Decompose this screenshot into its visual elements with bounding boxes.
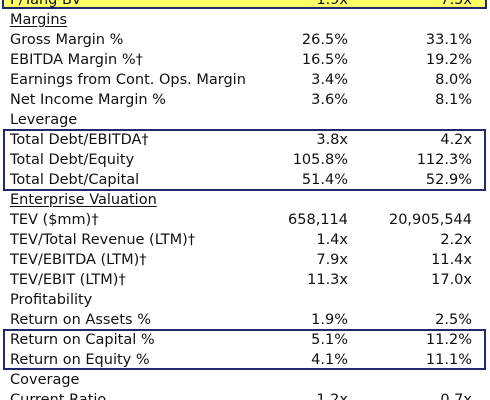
value-col-1: 3.8x bbox=[316, 132, 348, 148]
row-label: TEV/EBITDA (LTM)† bbox=[10, 252, 147, 268]
value-col-2: 7.5x bbox=[440, 0, 472, 8]
value-col-1: 16.5% bbox=[301, 52, 348, 68]
value-col-2: 112.3% bbox=[416, 152, 472, 168]
value-col-1: 3.6% bbox=[311, 92, 348, 108]
value-col-2: 2.2x bbox=[440, 232, 472, 248]
table-row: P/Tang BV 1.9x 7.5x bbox=[0, 0, 490, 10]
value-col-1: 1.4x bbox=[316, 232, 348, 248]
value-col-1: 11.3x bbox=[307, 272, 348, 288]
value-col-2: 0.7x bbox=[440, 392, 472, 400]
table-row: TEV/EBITDA (LTM)† 7.9x 11.4x bbox=[0, 250, 490, 270]
section-header: Margins bbox=[0, 10, 490, 30]
row-label: Earnings from Cont. Ops. Margin bbox=[10, 72, 246, 88]
value-col-1: 3.4% bbox=[311, 72, 348, 88]
value-col-1: 658,114 bbox=[288, 212, 348, 228]
table-row: Net Income Margin % 3.6% 8.1% bbox=[0, 90, 490, 110]
table-row: Return on Assets % 1.9% 2.5% bbox=[0, 310, 490, 330]
value-col-1: 26.5% bbox=[301, 32, 348, 48]
row-label: Gross Margin % bbox=[10, 32, 124, 48]
row-label: TEV/EBIT (LTM)† bbox=[10, 272, 126, 288]
table-row: TEV/Total Revenue (LTM)† 1.4x 2.2x bbox=[0, 230, 490, 250]
row-label: Return on Equity % bbox=[10, 352, 150, 368]
row-label: Total Debt/Capital bbox=[10, 172, 140, 188]
table-row: Return on Capital % 5.1% 11.2% bbox=[0, 330, 490, 350]
table-row: Total Debt/Equity 105.8% 112.3% bbox=[0, 150, 490, 170]
section-label: Profitability bbox=[10, 292, 93, 308]
value-col-1: 7.9x bbox=[316, 252, 348, 268]
section-header: Coverage bbox=[0, 370, 490, 390]
row-label: Return on Assets % bbox=[10, 312, 151, 328]
value-col-2: 4.2x bbox=[440, 132, 472, 148]
table-row: Earnings from Cont. Ops. Margin 3.4% 8.0… bbox=[0, 70, 490, 90]
table-row: EBITDA Margin %† 16.5% 19.2% bbox=[0, 50, 490, 70]
section-label: Enterprise Valuation bbox=[10, 192, 157, 208]
highlighted-row bbox=[2, 0, 487, 9]
row-label: TEV/Total Revenue (LTM)† bbox=[10, 232, 196, 248]
value-col-1: 5.1% bbox=[311, 332, 348, 348]
row-label: Total Debt/EBITDA† bbox=[10, 132, 149, 148]
row-label: Current Ratio bbox=[10, 392, 107, 400]
value-col-2: 33.1% bbox=[425, 32, 472, 48]
row-label: P/Tang BV bbox=[10, 0, 82, 8]
value-col-2: 11.2% bbox=[425, 332, 472, 348]
value-col-2: 11.4x bbox=[431, 252, 472, 268]
section-header: Leverage bbox=[0, 110, 490, 130]
table-row: Total Debt/EBITDA† 3.8x 4.2x bbox=[0, 130, 490, 150]
row-label: EBITDA Margin %† bbox=[10, 52, 143, 68]
table-row: TEV/EBIT (LTM)† 11.3x 17.0x bbox=[0, 270, 490, 290]
row-label: Return on Capital % bbox=[10, 332, 155, 348]
value-col-1: 1.9x bbox=[316, 0, 348, 8]
table-row: Return on Equity % 4.1% 11.1% bbox=[0, 350, 490, 370]
section-header: Enterprise Valuation bbox=[0, 190, 490, 210]
value-col-1: 51.4% bbox=[301, 172, 348, 188]
table-row: Gross Margin % 26.5% 33.1% bbox=[0, 30, 490, 50]
table-row: Total Debt/Capital 51.4% 52.9% bbox=[0, 170, 490, 190]
value-col-1: 105.8% bbox=[292, 152, 348, 168]
value-col-1: 1.2x bbox=[316, 392, 348, 400]
row-label: Net Income Margin % bbox=[10, 92, 166, 108]
section-label: Leverage bbox=[10, 112, 78, 128]
value-col-2: 52.9% bbox=[425, 172, 472, 188]
row-label: Total Debt/Equity bbox=[10, 152, 135, 168]
value-col-2: 8.1% bbox=[435, 92, 472, 108]
section-label: Margins bbox=[10, 12, 68, 28]
value-col-2: 11.1% bbox=[425, 352, 472, 368]
value-col-2: 2.5% bbox=[435, 312, 472, 328]
value-col-1: 4.1% bbox=[311, 352, 348, 368]
value-col-1: 1.9% bbox=[311, 312, 348, 328]
section-header: Profitability bbox=[0, 290, 490, 310]
table-row: TEV ($mm)† 658,114 20,905,544 bbox=[0, 210, 490, 230]
section-label: Coverage bbox=[10, 372, 80, 388]
value-col-2: 19.2% bbox=[425, 52, 472, 68]
row-label: TEV ($mm)† bbox=[10, 212, 99, 228]
value-col-2: 17.0x bbox=[431, 272, 472, 288]
value-col-2: 20,905,544 bbox=[388, 212, 472, 228]
value-col-2: 8.0% bbox=[435, 72, 472, 88]
table-row: Current Ratio 1.2x 0.7x bbox=[0, 390, 490, 400]
